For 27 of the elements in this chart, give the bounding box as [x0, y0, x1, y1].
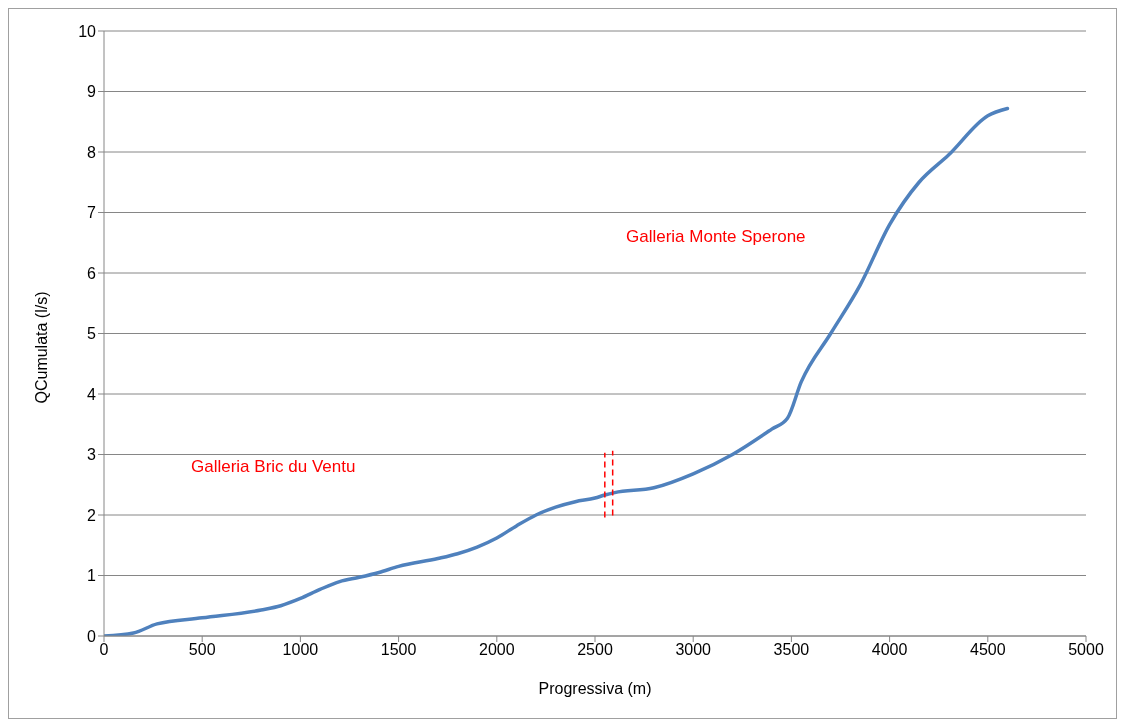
x-tick-label: 3500 [773, 641, 810, 659]
x-tick-label: 1000 [282, 641, 319, 659]
y-tick-label: 0 [87, 627, 97, 645]
y-tick-label: 8 [87, 143, 97, 161]
y-tick-label: 5 [87, 325, 97, 343]
annotation: Galleria Monte Sperone [626, 227, 806, 247]
x-tick-label: 2000 [479, 641, 515, 659]
x-tick-label: 4000 [871, 641, 908, 659]
y-tick-label: 2 [87, 506, 97, 524]
x-tick-label: 3000 [675, 641, 712, 659]
x-tick-label: 1500 [380, 641, 417, 659]
x-tick-label: 500 [188, 641, 216, 659]
y-tick-label: 1 [87, 567, 97, 585]
y-tick-label: 4 [87, 385, 97, 403]
y-tick-label: 3 [87, 446, 97, 464]
y-tick-label: 10 [78, 22, 97, 40]
y-tick-label: 7 [87, 204, 97, 222]
annotation: Galleria Bric du Ventu [191, 457, 356, 477]
y-axis-title: QCumulata (l/s) [32, 291, 50, 404]
x-tick-label: 0 [99, 641, 109, 659]
line-series [104, 106, 1010, 636]
x-tick-label: 2500 [577, 641, 613, 659]
y-tick-label: 9 [87, 83, 97, 101]
y-tick-label: 6 [87, 264, 97, 282]
x-tick-label: 4500 [970, 641, 1006, 659]
x-axis-title: Progressiva (m) [538, 680, 652, 697]
x-tick-label: 5000 [1068, 641, 1104, 659]
